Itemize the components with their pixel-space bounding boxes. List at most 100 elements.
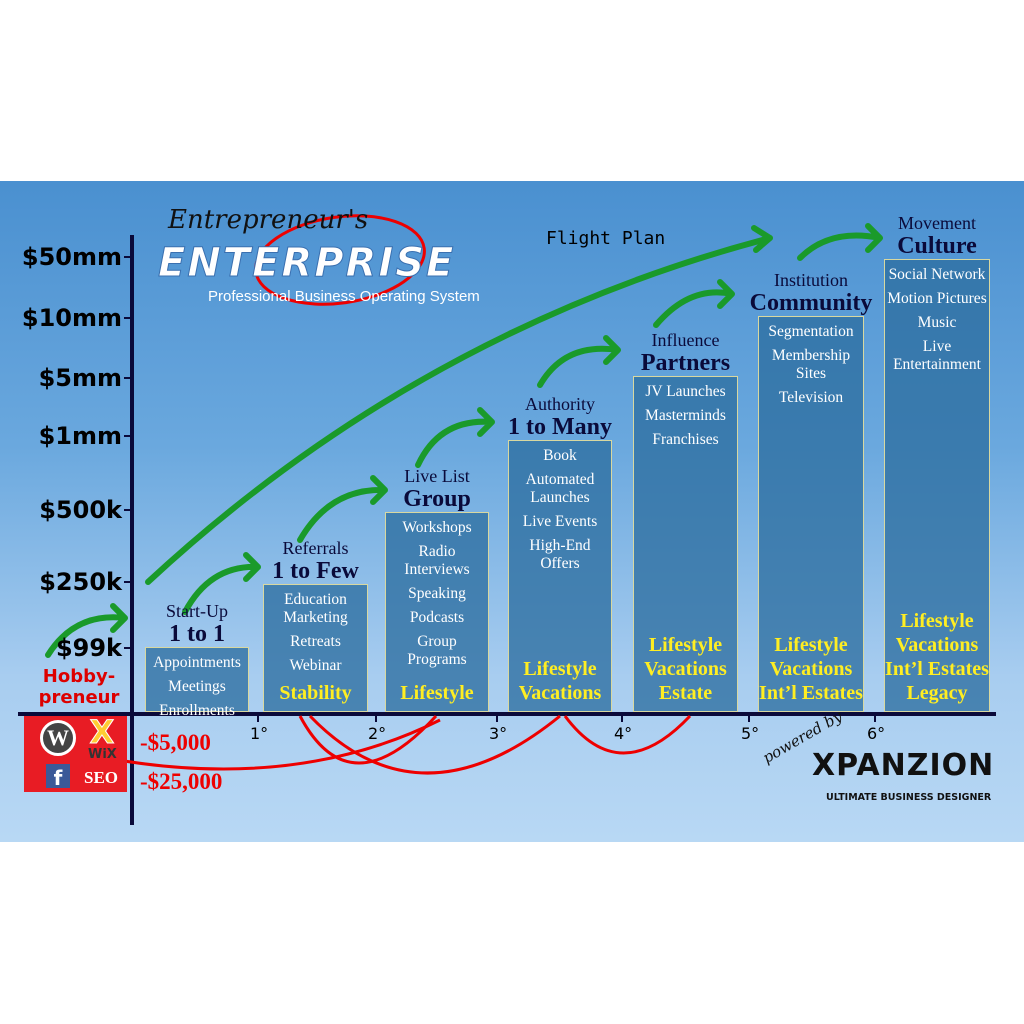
stage-outcome: Lifestyle Vacations Estate <box>644 634 727 704</box>
stage-heading: Movement Culture <box>837 213 1024 259</box>
stage-outcome: Lifestyle Vacations <box>518 658 602 704</box>
stage-heading: Influence Partners <box>586 330 786 376</box>
y-label: $500k <box>39 496 122 524</box>
y-label: $10mm <box>21 304 122 332</box>
logo-script: Entrepreneur's <box>168 205 369 235</box>
stage-item: Podcasts <box>409 609 465 626</box>
wix-label: WiX <box>88 747 117 762</box>
stage-box: Social Network Motion Pictures Music Live E… <box>884 259 990 712</box>
red-curve <box>298 714 438 765</box>
erp-circle <box>254 214 426 306</box>
stage-item: Webinar <box>289 657 342 674</box>
arrow-stage-1 <box>182 552 261 615</box>
x-tick: 5° <box>741 724 760 743</box>
stage-item: Book <box>543 447 577 464</box>
stage-box: Appointments Meetings Enrollments <box>145 647 249 719</box>
wix-icon: X <box>89 713 115 751</box>
logo-enterprise: ENTERPRISE <box>157 240 456 287</box>
stage-top-label: Start-Up <box>166 601 228 621</box>
red-curve <box>308 714 561 775</box>
stage-item: Enrollments <box>159 702 235 719</box>
x-tick: 6° <box>867 724 886 743</box>
stage-top-label: Live List <box>404 466 470 486</box>
stage-item: Motion Pictures <box>887 290 987 307</box>
stage-title: 1 to Many <box>508 414 612 440</box>
stage-item: Social Network <box>888 266 986 283</box>
stage-item: Speaking <box>408 585 466 602</box>
arrow-hobby <box>45 603 128 658</box>
arrow-stage-5 <box>653 279 735 328</box>
negative-value-5000: -$5,000 <box>140 730 211 755</box>
stage-item: Radio Interviews <box>404 543 470 578</box>
stage-outcome: Stability <box>279 682 352 704</box>
seo-label: SEO <box>84 768 119 787</box>
stage-item: High-End Offers <box>529 537 591 572</box>
x-tick: 2° <box>368 724 387 743</box>
stage-box: JV Launches Masterminds Franchises Lifestyl… <box>633 376 738 712</box>
arrow-stage-2 <box>297 475 388 543</box>
stage-item: Workshops <box>402 519 472 536</box>
arrow-stage-6 <box>797 223 883 261</box>
stage-heading: Live List Group <box>337 466 537 512</box>
stage-item: Television <box>778 389 844 406</box>
stage-top-label: Authority <box>525 394 595 414</box>
stage-top-label: Movement <box>898 213 976 233</box>
stage-item: JV Launches <box>645 383 726 400</box>
x-tick: 3° <box>489 724 508 743</box>
stage-item: Live Entertainment <box>893 338 981 373</box>
stage-title: Culture <box>897 233 977 259</box>
xpanzion-tagline: ULTIMATE BUSINESS DESIGNER <box>826 792 992 803</box>
stage-item: Meetings <box>168 678 226 695</box>
y-label: $1mm <box>38 422 122 450</box>
long-growth-arrow <box>145 225 773 585</box>
stage-title: 1 to Few <box>272 558 359 584</box>
wordpress-icon: W <box>40 720 76 756</box>
stage-title: Community <box>749 290 873 316</box>
facebook-icon: f <box>46 764 70 790</box>
stage-item: Group Programs <box>407 633 467 668</box>
stage-item: Automated Launches <box>525 471 595 506</box>
xpanzion-logo: XPANZION <box>812 748 995 783</box>
red-curve <box>117 718 441 771</box>
y-label: $50mm <box>21 243 122 271</box>
stage-item: Appointments <box>153 654 241 671</box>
stage-heading: Start-Up 1 to 1 <box>97 601 297 647</box>
stage-box: Workshops Radio Interviews Speaking Podcast… <box>385 512 489 712</box>
stage-item: Education Marketing <box>283 591 348 626</box>
x-tick: 4° <box>614 724 633 743</box>
stage-box: Segmentation Membership Sites Television Li… <box>758 316 864 712</box>
arrow-stage-4 <box>537 335 621 388</box>
stage-outcome: Lifestyle Vacations Int’l Estates Legacy <box>885 610 989 704</box>
x-tick: 1° <box>250 724 269 743</box>
stage-item: Music <box>917 314 957 331</box>
arrow-stage-3 <box>415 407 495 468</box>
stage-heading: Institution Community <box>711 270 911 316</box>
stage-box: Book Automated Launches Live Events High-En… <box>508 440 612 712</box>
y-label: $250k <box>39 568 122 596</box>
y-label: $99k <box>55 634 122 662</box>
stage-top-label: Referrals <box>282 538 349 558</box>
stage-top-label: Institution <box>773 270 848 290</box>
stage-outcome: Lifestyle Vacations Int’l Estates <box>759 634 863 704</box>
stage-title: Partners <box>640 350 731 376</box>
logo-tagline: Professional Business Operating System <box>208 288 480 305</box>
stage-title: 1 to 1 <box>169 621 225 647</box>
stage-heading: Authority 1 to Many <box>460 394 660 440</box>
stage-outcome: Lifestyle <box>400 682 474 704</box>
stage-item: Segmentation <box>768 323 854 340</box>
stage-item: Retreats <box>290 633 341 650</box>
red-curve <box>563 714 692 755</box>
stage-heading: Referrals 1 to Few <box>216 538 416 584</box>
stage-item: Live Events <box>522 513 598 530</box>
y-label: $5mm <box>38 364 122 392</box>
stage-item: Franchises <box>652 431 719 448</box>
stage-item: Masterminds <box>645 407 726 424</box>
stage-item: Membership Sites <box>771 347 851 382</box>
platform-icons-box: W X WiX f SEO <box>24 716 127 792</box>
stage-box: Education Marketing Retreats Webinar Stabil… <box>263 584 368 712</box>
stage-title: Group <box>403 486 471 512</box>
stage-top-label: Influence <box>651 330 720 350</box>
negative-value-25000: -$25,000 <box>140 769 223 794</box>
flight-plan-label: Flight Plan <box>546 228 666 249</box>
